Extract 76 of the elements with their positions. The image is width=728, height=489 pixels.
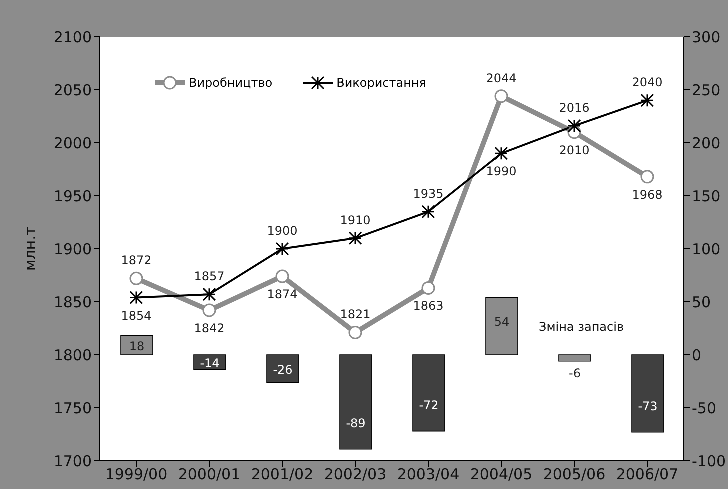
y-tick-label: 1750: [54, 399, 92, 418]
x-tick-label: 2006/07: [616, 466, 679, 484]
y-tick-label: 1800: [54, 346, 92, 364]
y2-tick-label: 200: [692, 134, 721, 152]
legend-label: Використання: [336, 76, 426, 90]
y-tick-label: 2000: [54, 134, 92, 152]
data-label: 54: [494, 314, 510, 329]
data-label: 1968: [632, 188, 663, 202]
data-label: -72: [419, 398, 439, 412]
y-tick-label: 1700: [54, 452, 92, 470]
y2-tick-label: 300: [692, 28, 721, 46]
point: [422, 281, 436, 295]
data-label: 1821: [340, 308, 371, 322]
data-label: 2040: [632, 76, 663, 90]
data-label: 1900: [267, 224, 298, 238]
bar: [486, 297, 518, 356]
series-label: Зміна запасів: [539, 320, 624, 334]
data-label: -73: [638, 399, 658, 414]
y2-tick-label: 100: [692, 240, 721, 258]
data-label: 1990: [486, 164, 517, 179]
x-tick-label: 2002/03: [324, 466, 387, 484]
point: [202, 304, 216, 318]
point: [130, 291, 144, 305]
data-label: -14: [200, 356, 220, 370]
data-label: -89: [346, 416, 366, 430]
y-tick-label: 1950: [54, 187, 92, 206]
point: [422, 205, 436, 219]
x-tick-label: 2000/01: [178, 466, 241, 484]
data-label: 1874: [267, 288, 298, 302]
point: [568, 119, 582, 133]
x-tick-label: 2004/05: [470, 466, 533, 484]
data-label: 18: [129, 339, 145, 354]
bar: [632, 354, 664, 433]
data-label: -26: [273, 362, 293, 377]
point: [276, 270, 290, 284]
y2-tick-label: 150: [692, 187, 721, 206]
y2-tick-label: 50: [692, 293, 712, 312]
bar: [558, 354, 592, 362]
y2-tick-label: -50: [692, 399, 716, 418]
data-label: 2010: [559, 143, 590, 158]
point: [202, 288, 216, 302]
data-label: 1910: [340, 213, 371, 228]
y2-tick-label: 0: [692, 346, 702, 364]
data-label: 2044: [486, 71, 517, 86]
data-label: 1857: [194, 270, 225, 284]
point: [130, 272, 144, 286]
data-label: 1872: [121, 254, 152, 268]
point: [276, 242, 290, 256]
point: [348, 232, 362, 246]
bar: [412, 354, 446, 432]
bar: [266, 354, 300, 383]
point: [640, 94, 654, 108]
y-tick-label: 2100: [54, 28, 92, 46]
y2-tick-label: 250: [692, 81, 721, 100]
data-label: 1935: [413, 186, 444, 201]
y-tick-label: 1850: [54, 293, 92, 312]
y-axis-title: млн.т: [21, 226, 40, 272]
data-label: 2016: [559, 101, 590, 116]
data-label: -6: [569, 366, 581, 380]
legend-label: Виробництво: [188, 76, 273, 90]
x-tick-label: 2005/06: [543, 466, 606, 484]
x-tick-label: 2003/04: [397, 466, 460, 484]
data-label: 1854: [121, 308, 152, 323]
y-tick-label: 1900: [54, 240, 92, 258]
x-tick-label: 1999/00: [105, 466, 168, 484]
data-label: 1842: [194, 321, 225, 336]
bar: [120, 336, 154, 356]
point: [640, 170, 654, 184]
y-tick-label: 2050: [54, 81, 92, 100]
data-label: 1863: [413, 299, 444, 314]
bar: [340, 354, 372, 450]
point: [494, 90, 508, 104]
point: [494, 146, 508, 160]
y2-tick-label: -100: [692, 452, 726, 470]
point: [348, 326, 362, 340]
x-tick-label: 2001/02: [251, 466, 314, 484]
